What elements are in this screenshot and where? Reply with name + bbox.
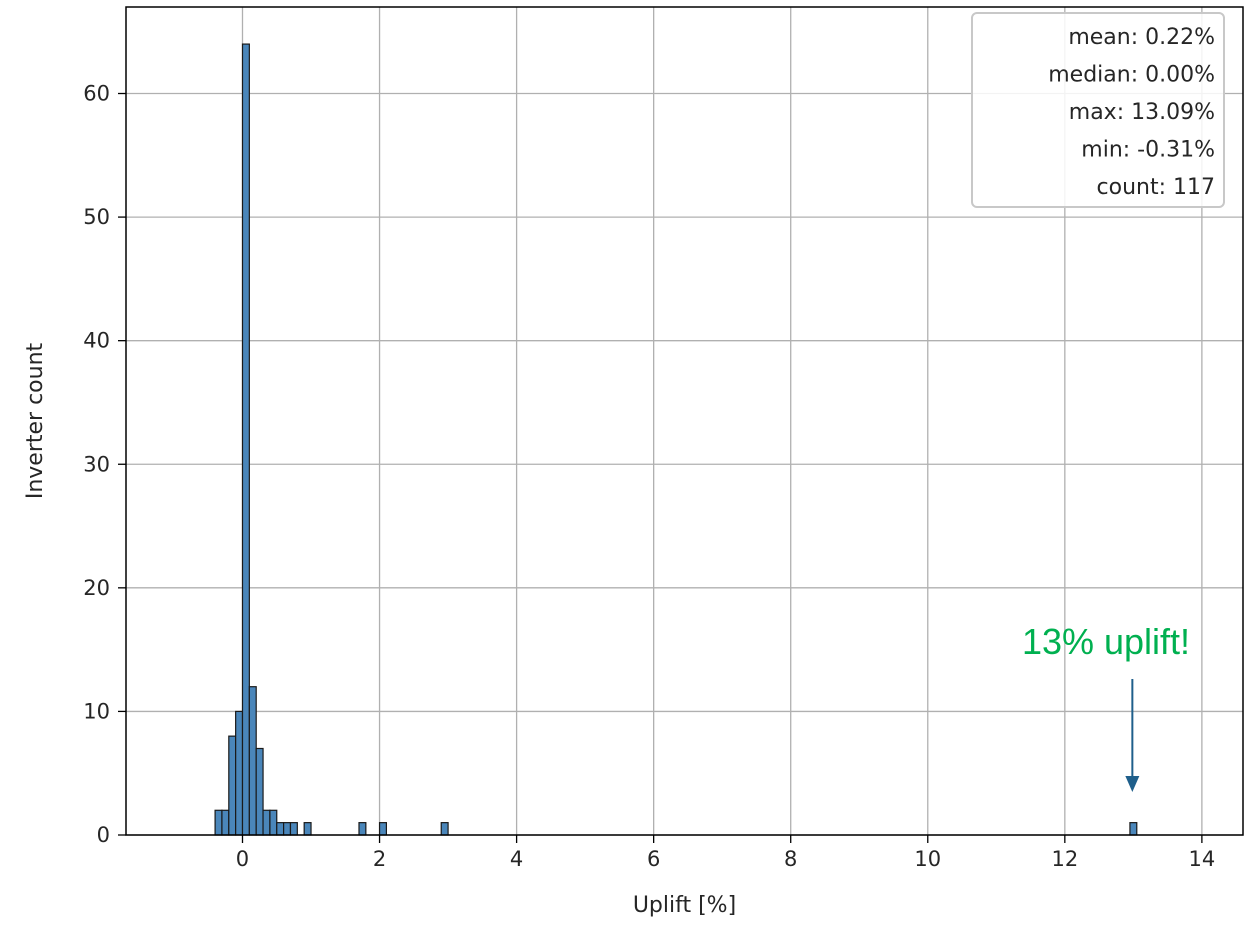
histogram-bar [378, 822, 388, 836]
stats-median: median: 0.00% [1048, 63, 1215, 88]
x-tick-label: 14 [1189, 847, 1216, 871]
histogram-bar [235, 710, 244, 836]
histogram-bar [255, 747, 264, 836]
histogram-bar [440, 822, 449, 836]
x-tick-label: 4 [510, 847, 523, 871]
x-tick-label: 6 [647, 847, 660, 871]
histogram-bar [221, 809, 230, 836]
histogram-bar [276, 822, 285, 836]
histogram-bar [358, 822, 367, 836]
y-tick-label: 10 [83, 699, 110, 723]
axes-frame [125, 6, 1244, 836]
y-axis-ticks: 0 10 20 30 40 50 60 [83, 82, 126, 847]
stats-legend-box: mean: 0.22% median: 0.00% max: 13.09% mi… [971, 12, 1225, 208]
histogram-bar [1129, 822, 1138, 836]
grid-lines [126, 7, 1243, 836]
x-axis-label: Uplift [%] [633, 893, 736, 918]
y-tick-label: 20 [83, 576, 110, 600]
x-axis-ticks: 0 2 4 6 8 10 12 14 [236, 835, 1215, 871]
y-tick-label: 40 [83, 329, 110, 353]
histogram-bar [241, 43, 250, 836]
x-tick-label: 12 [1051, 847, 1078, 871]
stats-min: min: -0.31% [1081, 138, 1215, 163]
histogram-bar [289, 822, 298, 836]
y-tick-label: 60 [83, 82, 110, 106]
stats-mean: mean: 0.22% [1068, 25, 1215, 50]
histogram-bar [214, 809, 223, 836]
histogram-bar [248, 686, 257, 836]
histogram-bar [228, 735, 237, 836]
y-tick-label: 30 [83, 452, 110, 476]
stats-box-background [971, 12, 1225, 208]
y-tick-label: 0 [97, 823, 110, 847]
histogram-bar [303, 822, 312, 836]
x-tick-label: 10 [914, 847, 941, 871]
histogram-bar [283, 822, 292, 836]
annotation-arrow-head-icon [1125, 776, 1140, 792]
y-axis-label: Inverter count [23, 342, 48, 499]
stats-count: count: 117 [1097, 175, 1215, 200]
histogram-bar [262, 809, 271, 836]
stats-max: max: 13.09% [1069, 100, 1215, 125]
y-tick-label: 50 [83, 205, 110, 229]
x-tick-label: 0 [236, 847, 249, 871]
histogram-bar [269, 809, 278, 836]
uplift-annotation: 13% uplift! [1022, 621, 1190, 662]
x-tick-label: 8 [784, 847, 797, 871]
x-tick-label: 2 [373, 847, 386, 871]
